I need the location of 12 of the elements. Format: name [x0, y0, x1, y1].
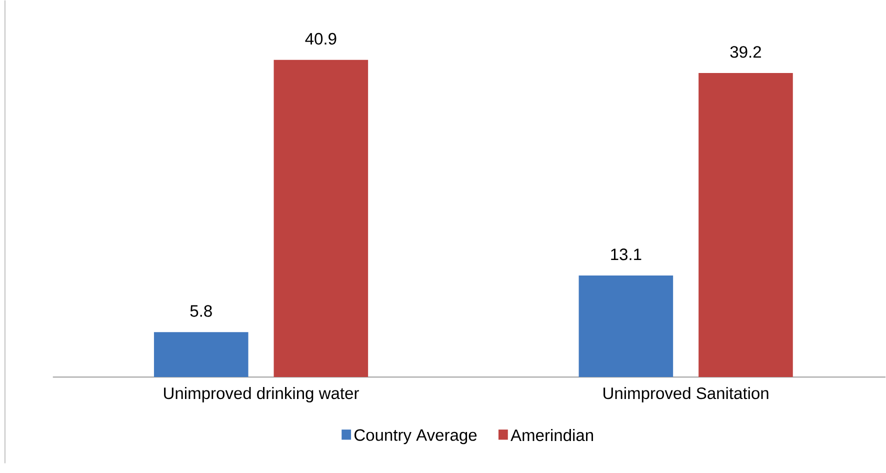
- data-label: 5.8: [190, 305, 212, 317]
- legend-label: Country Average: [354, 429, 477, 444]
- data-label: 39.2: [730, 46, 761, 58]
- data-label: 13.1: [611, 248, 642, 260]
- data-label: 40.9: [305, 32, 336, 45]
- bar: [154, 332, 248, 377]
- bar: [698, 72, 793, 377]
- x-tick-label: Unimproved Sanitation: [604, 386, 768, 402]
- x-tick-label: Unimproved drinking water: [164, 386, 359, 402]
- legend-label: Amerindian: [510, 428, 593, 442]
- bar: [578, 275, 674, 377]
- bar: [274, 60, 368, 377]
